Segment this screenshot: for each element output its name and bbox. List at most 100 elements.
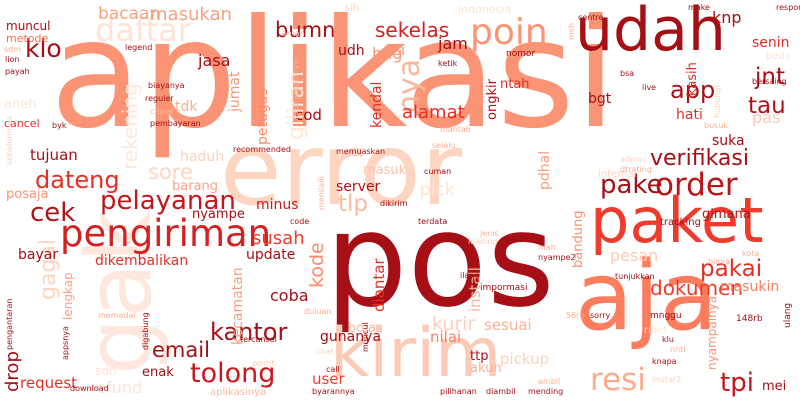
- word: cod: [295, 106, 322, 124]
- word: byk: [52, 121, 67, 130]
- word: menilaiii: [317, 176, 326, 210]
- word: haduh: [180, 149, 225, 165]
- word: 56rb: [566, 311, 585, 320]
- word: coba: [270, 286, 309, 305]
- word: bug: [372, 44, 403, 63]
- word: order: [655, 167, 738, 203]
- word: bumn: [275, 18, 336, 42]
- word: mah: [538, 243, 556, 252]
- word: app: [670, 76, 716, 104]
- word: busuk: [704, 121, 729, 130]
- word: mnggu: [650, 311, 682, 321]
- word: sebelumnya: [5, 116, 14, 165]
- word: ketik: [438, 59, 458, 68]
- word: petugas: [255, 88, 271, 145]
- word: msh: [567, 22, 576, 40]
- word: sesuai: [484, 316, 532, 334]
- word: biaya: [708, 257, 730, 266]
- word: tlp: [338, 191, 369, 217]
- word: bersaing: [752, 77, 787, 86]
- word: admin: [620, 155, 646, 164]
- word: respon: [776, 3, 800, 12]
- word: muncul: [6, 19, 51, 33]
- word: jenis: [480, 229, 499, 238]
- word: minus: [256, 197, 299, 213]
- word: cek: [30, 198, 76, 228]
- word: download: [70, 384, 109, 393]
- word: refund: [90, 378, 143, 397]
- word: server: [336, 179, 381, 195]
- word: suka: [712, 133, 745, 149]
- word: pick: [420, 180, 455, 200]
- word: update: [246, 247, 296, 263]
- word: recommended: [233, 145, 291, 154]
- word: payah: [5, 67, 30, 76]
- word: cuman: [424, 167, 452, 176]
- word: diambil: [486, 387, 516, 396]
- word: 148rb: [736, 314, 763, 324]
- word: knp: [712, 8, 742, 27]
- word: nilai: [430, 328, 462, 346]
- word: muncul: [361, 322, 370, 352]
- word: aja: [575, 242, 718, 352]
- word: sih: [345, 3, 360, 14]
- word: centre: [578, 13, 604, 22]
- word: kantor: [210, 318, 288, 346]
- word: senin: [752, 35, 790, 51]
- word: code: [290, 217, 310, 226]
- word: nnti: [670, 345, 686, 354]
- word: udh: [338, 43, 365, 59]
- word: kota: [742, 249, 760, 258]
- word: paket: [590, 184, 764, 257]
- word: barang: [172, 179, 219, 194]
- word: alamat: [402, 102, 465, 123]
- word: make: [688, 3, 710, 12]
- word: capek: [150, 107, 174, 116]
- word: tolong: [190, 358, 276, 389]
- word: pakai: [700, 256, 763, 282]
- word: akun: [470, 361, 502, 376]
- word: error: [220, 111, 463, 228]
- word: memadai: [98, 311, 136, 320]
- word: biayanya: [148, 81, 185, 90]
- word: internal: [598, 169, 637, 180]
- word: mutar2: [652, 375, 682, 384]
- word: gimana: [702, 207, 751, 222]
- word: tau: [748, 93, 786, 119]
- word: sorry: [590, 311, 611, 320]
- word: kirim: [330, 314, 502, 393]
- word: hati: [676, 107, 703, 123]
- word: selalu: [432, 141, 456, 150]
- word: nomor: [506, 49, 536, 59]
- word: posaja: [6, 187, 49, 202]
- word: klo: [25, 34, 62, 63]
- word: lengkap: [61, 272, 75, 320]
- word: susah: [252, 228, 305, 249]
- word: gunanya: [320, 329, 381, 345]
- word: enak: [142, 365, 174, 380]
- word: dateng: [35, 166, 120, 194]
- word: call: [326, 365, 340, 374]
- word: bgt: [588, 91, 612, 107]
- word: beda: [766, 51, 791, 62]
- word: impormasi: [480, 283, 528, 293]
- word: mantab: [440, 125, 471, 134]
- word: tpi: [720, 368, 754, 398]
- word: verifikasi: [650, 146, 749, 171]
- word: resi: [590, 362, 646, 398]
- word: dokumen: [650, 276, 744, 300]
- word: nyampe: [192, 207, 245, 222]
- word: ambil: [538, 377, 561, 386]
- word: tdk: [175, 99, 198, 115]
- word: tercansel: [240, 335, 277, 344]
- word: loading: [468, 237, 498, 246]
- word: pdhal: [537, 150, 553, 190]
- word: bayar: [18, 247, 59, 263]
- word: rekening: [118, 83, 142, 170]
- word: daftar: [95, 11, 191, 49]
- word: cancel: [4, 117, 40, 130]
- word: hubungi: [713, 85, 722, 118]
- word: pos: [325, 184, 555, 336]
- word: sdm: [4, 45, 22, 54]
- word: user: [312, 370, 345, 388]
